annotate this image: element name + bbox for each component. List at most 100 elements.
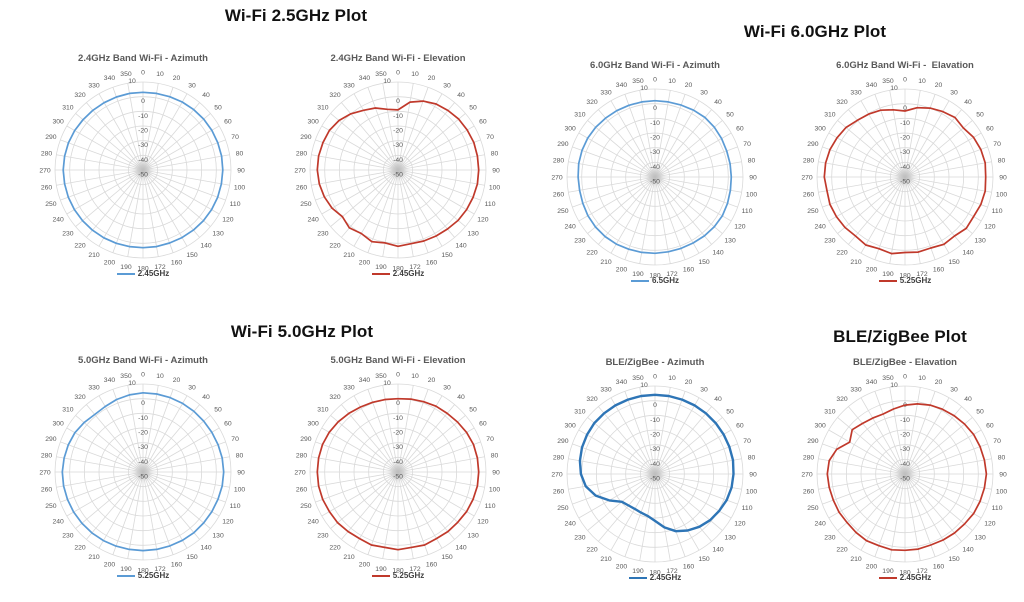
svg-text:350: 350 — [120, 71, 132, 78]
legend-line-swatch — [630, 279, 649, 282]
chart-title: BLE/ZigBee - Azimuth — [605, 357, 705, 368]
svg-text:320: 320 — [329, 92, 341, 99]
svg-text:120: 120 — [984, 520, 996, 527]
svg-text:90: 90 — [492, 469, 500, 476]
svg-text:230: 230 — [824, 534, 836, 541]
svg-text:-10: -10 — [900, 417, 910, 424]
svg-text:340: 340 — [359, 377, 371, 384]
svg-text:240: 240 — [814, 520, 826, 527]
svg-text:210: 210 — [88, 252, 100, 259]
legend: 6.5GHz — [530, 276, 780, 285]
legend-line-swatch — [878, 279, 897, 282]
svg-text:150: 150 — [948, 556, 960, 563]
svg-text:110: 110 — [230, 503, 241, 510]
svg-text:172: 172 — [409, 264, 421, 271]
svg-text:60: 60 — [224, 420, 232, 427]
svg-text:-20: -20 — [900, 135, 910, 142]
svg-text:-10: -10 — [650, 120, 660, 127]
svg-text:70: 70 — [486, 436, 494, 443]
chart-title: BLE/ZigBee - Elavation — [853, 357, 957, 368]
svg-text:330: 330 — [850, 89, 862, 96]
svg-text:50: 50 — [976, 111, 984, 118]
svg-text:240: 240 — [52, 216, 64, 223]
svg-text:60: 60 — [986, 422, 994, 429]
svg-text:40: 40 — [202, 92, 210, 99]
svg-text:-20: -20 — [138, 128, 148, 135]
svg-text:100: 100 — [996, 191, 1008, 198]
svg-text:30: 30 — [950, 386, 958, 393]
svg-text:260: 260 — [296, 486, 308, 493]
svg-text:-50: -50 — [138, 474, 148, 481]
svg-text:80: 80 — [998, 454, 1006, 461]
legend: 2.45GHz — [18, 269, 268, 278]
svg-text:180: 180 — [392, 265, 404, 272]
svg-text:150: 150 — [948, 259, 960, 266]
svg-text:210: 210 — [343, 554, 355, 561]
svg-text:90: 90 — [999, 471, 1007, 478]
svg-text:160: 160 — [171, 259, 183, 266]
svg-text:120: 120 — [734, 223, 746, 230]
svg-text:-10: -10 — [393, 415, 403, 422]
svg-text:290: 290 — [300, 134, 312, 141]
svg-text:250: 250 — [557, 208, 569, 215]
svg-text:310: 310 — [824, 408, 836, 415]
svg-text:270: 270 — [39, 167, 51, 174]
svg-text:140: 140 — [712, 249, 724, 256]
svg-text:250: 250 — [300, 201, 312, 208]
svg-text:320: 320 — [586, 396, 598, 403]
svg-text:180: 180 — [899, 272, 911, 279]
svg-text:172: 172 — [154, 566, 166, 573]
svg-text:310: 310 — [574, 111, 586, 118]
svg-text:50: 50 — [469, 104, 477, 111]
chart-5.0ghz-azimuth: 5.0GHz Band Wi-Fi - Azimuth 0 10 20 30 40 50 6… — [18, 354, 268, 594]
svg-text:0: 0 — [396, 98, 400, 105]
svg-text:190: 190 — [375, 566, 387, 573]
svg-text:0: 0 — [141, 69, 145, 76]
svg-text:60: 60 — [479, 118, 487, 125]
svg-text:10: 10 — [668, 78, 676, 85]
svg-text:10: 10 — [640, 85, 648, 92]
svg-text:10: 10 — [383, 78, 391, 85]
group-title-ble-zigbee: BLE/ZigBee Plot — [833, 327, 967, 346]
svg-text:0: 0 — [903, 373, 907, 380]
svg-text:50: 50 — [726, 408, 734, 415]
legend: 2.45GHz — [273, 269, 523, 278]
svg-text:-40: -40 — [138, 459, 148, 466]
svg-text:240: 240 — [564, 520, 576, 527]
svg-text:330: 330 — [88, 384, 100, 391]
svg-text:120: 120 — [984, 223, 996, 230]
svg-text:250: 250 — [300, 503, 312, 510]
svg-text:290: 290 — [807, 438, 819, 445]
svg-text:50: 50 — [976, 408, 984, 415]
svg-text:270: 270 — [294, 469, 306, 476]
legend-label: 2.45GHz — [392, 269, 425, 278]
svg-text:70: 70 — [743, 438, 751, 445]
svg-text:150: 150 — [698, 259, 710, 266]
svg-text:280: 280 — [803, 454, 815, 461]
svg-text:50: 50 — [214, 104, 222, 111]
svg-text:320: 320 — [74, 394, 86, 401]
svg-text:310: 310 — [62, 104, 74, 111]
svg-text:190: 190 — [375, 264, 387, 271]
group-title-wifi-2.5ghz: Wi-Fi 2.5GHz Plot — [224, 6, 368, 25]
svg-text:-50: -50 — [393, 172, 403, 179]
svg-text:130: 130 — [212, 230, 224, 237]
svg-text:260: 260 — [803, 191, 815, 198]
svg-text:100: 100 — [234, 184, 246, 191]
chart-ble-zigbee-elevation: BLE/ZigBee - Elavation 0 10 20 30 40 50 60 70 80… — [780, 356, 1024, 596]
svg-text:10: 10 — [411, 373, 419, 380]
svg-text:300: 300 — [814, 125, 826, 132]
svg-text:320: 320 — [329, 394, 341, 401]
svg-text:340: 340 — [866, 82, 878, 89]
svg-text:70: 70 — [486, 134, 494, 141]
svg-text:-30: -30 — [900, 446, 910, 453]
svg-text:290: 290 — [45, 134, 57, 141]
svg-text:0: 0 — [903, 105, 907, 112]
svg-text:330: 330 — [600, 89, 612, 96]
svg-text:180: 180 — [137, 567, 149, 574]
svg-text:60: 60 — [986, 125, 994, 132]
svg-text:40: 40 — [714, 99, 722, 106]
svg-text:10: 10 — [156, 373, 164, 380]
svg-text:310: 310 — [317, 104, 329, 111]
svg-text:0: 0 — [653, 105, 657, 112]
